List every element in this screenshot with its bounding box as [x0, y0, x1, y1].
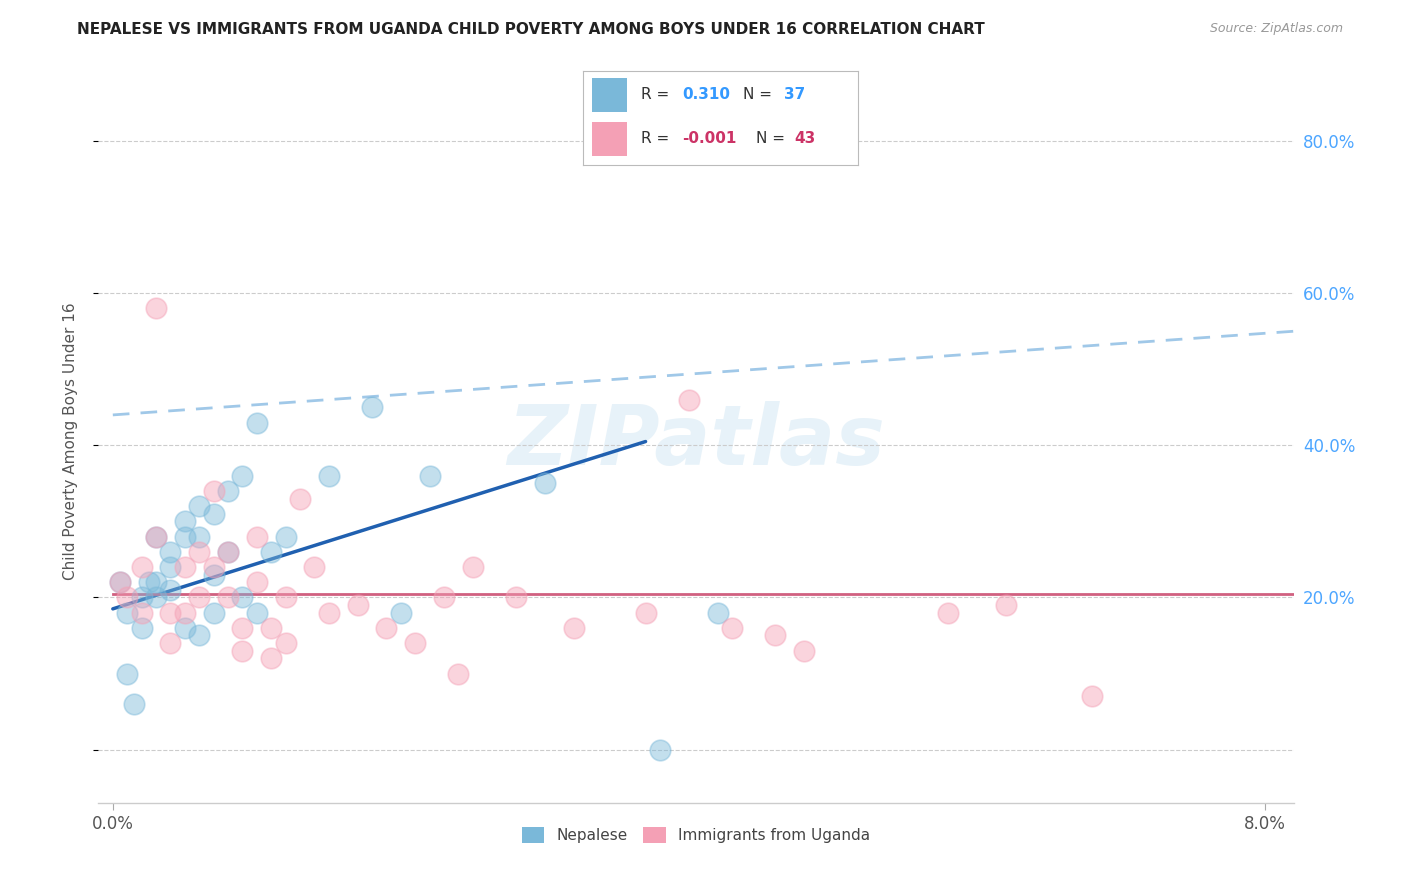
Text: NEPALESE VS IMMIGRANTS FROM UGANDA CHILD POVERTY AMONG BOYS UNDER 16 CORRELATION: NEPALESE VS IMMIGRANTS FROM UGANDA CHILD…: [77, 22, 986, 37]
Point: [217, 545, 239, 559]
Point: [188, 628, 211, 642]
Point: [115, 591, 138, 605]
Point: [246, 530, 269, 544]
Point: [274, 591, 297, 605]
Point: [131, 606, 153, 620]
Text: -0.001: -0.001: [682, 131, 737, 146]
Point: [274, 636, 297, 650]
Text: R =: R =: [641, 131, 675, 146]
Point: [145, 530, 167, 544]
Point: [246, 575, 269, 590]
Point: [318, 606, 340, 620]
Point: [108, 575, 131, 590]
Point: [318, 468, 340, 483]
Point: [217, 591, 239, 605]
Point: [231, 468, 253, 483]
Point: [763, 628, 786, 642]
Point: [505, 591, 527, 605]
Point: [994, 598, 1017, 612]
Point: [188, 545, 211, 559]
Point: [231, 643, 253, 657]
Point: [936, 606, 959, 620]
Point: [173, 560, 195, 574]
Point: [260, 651, 283, 665]
Y-axis label: Child Poverty Among Boys Under 16: Child Poverty Among Boys Under 16: [63, 302, 77, 581]
Point: [706, 606, 728, 620]
Point: [202, 567, 225, 582]
Point: [1081, 690, 1104, 704]
Legend: Nepalese, Immigrants from Uganda: Nepalese, Immigrants from Uganda: [516, 822, 876, 849]
Point: [159, 560, 181, 574]
Point: [246, 416, 269, 430]
Point: [145, 301, 167, 316]
Point: [562, 621, 585, 635]
Point: [145, 591, 167, 605]
Point: [159, 606, 181, 620]
Point: [131, 560, 153, 574]
Point: [634, 606, 657, 620]
Point: [188, 499, 211, 513]
Point: [202, 483, 225, 498]
Point: [361, 401, 384, 415]
Point: [793, 643, 815, 657]
Point: [173, 621, 195, 635]
Point: [231, 591, 253, 605]
Point: [173, 515, 195, 529]
Text: N =: N =: [742, 87, 776, 103]
Point: [346, 598, 368, 612]
Point: [721, 621, 744, 635]
Text: Source: ZipAtlas.com: Source: ZipAtlas.com: [1209, 22, 1343, 36]
Point: [533, 476, 555, 491]
Text: R =: R =: [641, 87, 675, 103]
Point: [231, 621, 253, 635]
Point: [173, 606, 195, 620]
Point: [202, 606, 225, 620]
Point: [145, 575, 167, 590]
Point: [433, 591, 456, 605]
Point: [115, 666, 138, 681]
Text: 37: 37: [783, 87, 804, 103]
Point: [115, 606, 138, 620]
Point: [188, 591, 211, 605]
Point: [202, 560, 225, 574]
Point: [461, 560, 484, 574]
Point: [375, 621, 398, 635]
Point: [288, 491, 311, 506]
Text: ZIPatlas: ZIPatlas: [508, 401, 884, 482]
Point: [274, 530, 297, 544]
Point: [304, 560, 326, 574]
Point: [419, 468, 441, 483]
Point: [447, 666, 470, 681]
Point: [145, 530, 167, 544]
Point: [202, 507, 225, 521]
Point: [678, 392, 700, 407]
Point: [124, 697, 146, 711]
Point: [246, 606, 269, 620]
Point: [648, 742, 671, 756]
Point: [108, 575, 131, 590]
Point: [217, 483, 239, 498]
Point: [138, 575, 160, 590]
Text: N =: N =: [756, 131, 790, 146]
Point: [188, 530, 211, 544]
Point: [389, 606, 412, 620]
Point: [159, 545, 181, 559]
Point: [260, 545, 283, 559]
Text: 43: 43: [794, 131, 815, 146]
Point: [173, 530, 195, 544]
Point: [159, 582, 181, 597]
Point: [260, 621, 283, 635]
Bar: [592, 122, 627, 156]
Text: 0.310: 0.310: [682, 87, 730, 103]
Point: [131, 591, 153, 605]
Point: [131, 621, 153, 635]
Bar: [592, 78, 627, 112]
Point: [217, 545, 239, 559]
Point: [404, 636, 426, 650]
Point: [159, 636, 181, 650]
